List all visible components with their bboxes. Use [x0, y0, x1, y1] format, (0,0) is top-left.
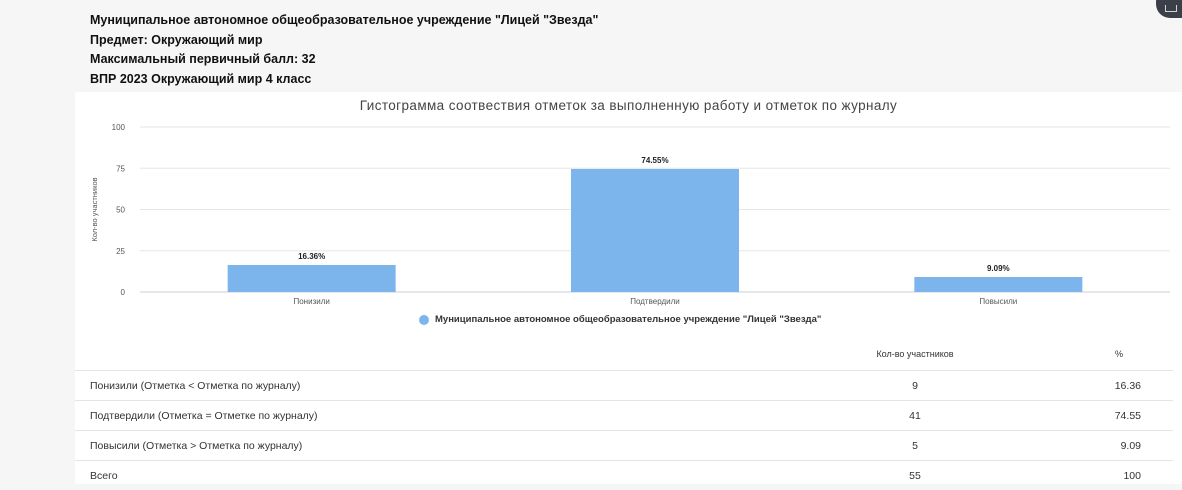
results-table: Кол-во участников % Понизили (Отметка < …	[75, 338, 1173, 490]
y-tick-label: 75	[116, 164, 125, 173]
exam-line: ВПР 2023 Окружающий мир 4 класс	[90, 70, 598, 90]
row-percent: 16.36	[1065, 371, 1173, 401]
y-tick-label: 100	[112, 123, 126, 132]
row-count: 41	[765, 401, 1065, 431]
chart-panel: Гистограмма соотвествия отметок за выпол…	[75, 92, 1182, 484]
school-name: Муниципальное автономное общеобразовател…	[90, 11, 598, 31]
row-count: 9	[765, 371, 1065, 401]
table-header-category	[75, 338, 765, 371]
row-percent: 9.09	[1065, 431, 1173, 461]
y-tick-label: 0	[121, 288, 126, 297]
table-row-total: Всего 55 100	[75, 461, 1173, 490]
row-label: Понизили (Отметка < Отметка по журналу)	[75, 371, 765, 401]
chart-legend[interactable]: Муниципальное автономное общеобразовател…	[419, 314, 821, 325]
row-percent: 100	[1065, 461, 1173, 490]
table-header-count: Кол-во участников	[765, 338, 1065, 371]
bar	[914, 277, 1082, 292]
subject-line: Предмет: Окружающий мир	[90, 31, 598, 51]
legend-label: Муниципальное автономное общеобразовател…	[435, 314, 821, 325]
row-count: 55	[765, 461, 1065, 490]
bar-chart: 0 25 50 75 100 Кол-во участников 16.36% Понизил…	[75, 92, 1182, 314]
table-header-row: Кол-во участников %	[75, 338, 1173, 371]
y-axis-label: Кол-во участников	[90, 177, 99, 241]
max-score-line: Максимальный первичный балл: 32	[90, 50, 598, 70]
y-tick-label: 25	[116, 247, 125, 256]
corner-menu-icon[interactable]	[1156, 0, 1182, 18]
row-label: Подтвердили (Отметка = Отметке по журнал…	[75, 401, 765, 431]
bar	[228, 265, 396, 292]
table-row: Подтвердили (Отметка = Отметке по журнал…	[75, 401, 1173, 431]
bar-data-label: 74.55%	[641, 156, 668, 165]
table-row: Повысили (Отметка > Отметка по журналу) …	[75, 431, 1173, 461]
row-label: Повысили (Отметка > Отметка по журналу)	[75, 431, 765, 461]
x-tick-label: Повысили	[979, 297, 1017, 306]
table-header-percent: %	[1065, 338, 1173, 371]
row-label: Всего	[75, 461, 765, 490]
bar	[571, 169, 739, 292]
y-tick-label: 50	[116, 206, 125, 215]
x-tick-label: Подтвердили	[630, 297, 680, 306]
report-header: Муниципальное автономное общеобразовател…	[90, 11, 598, 89]
row-count: 5	[765, 431, 1065, 461]
row-percent: 74.55	[1065, 401, 1173, 431]
bar-data-label: 9.09%	[987, 264, 1010, 273]
bar-data-label: 16.36%	[298, 252, 325, 261]
legend-swatch	[419, 315, 429, 325]
x-tick-label: Понизили	[293, 297, 329, 306]
table-row: Понизили (Отметка < Отметка по журналу) …	[75, 371, 1173, 401]
